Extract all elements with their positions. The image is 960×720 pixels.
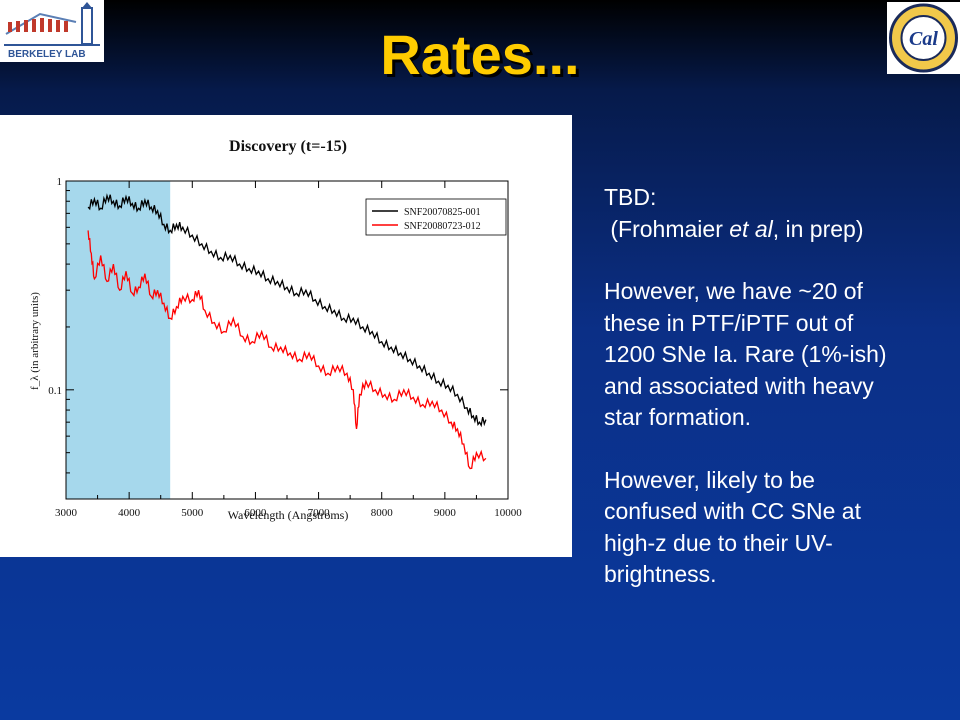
para1-line: these in PTF/iPTF out of — [604, 309, 854, 336]
berkeley-lab-logo: BERKELEY LAB — [0, 0, 104, 62]
para2-line: brightness. — [604, 561, 717, 587]
uc-berkeley-seal: Cal — [887, 2, 960, 74]
slide-body-text: TBD: (Frohmaier et al, in prep) However,… — [604, 182, 944, 591]
y-tick-label: 1 — [57, 176, 63, 188]
spectrum-chart: Discovery (t=-15) Wavelength (Angstroms)… — [29, 138, 522, 522]
berkeley-lab-wordmark: BERKELEY LAB — [8, 49, 86, 60]
paragraph-gap — [604, 245, 944, 276]
x-axis-label: Wavelength (Angstroms) — [228, 508, 349, 522]
series-line-2 — [87, 230, 487, 470]
series-line-1 — [87, 193, 487, 428]
x-tick-label: 4000 — [118, 507, 141, 519]
shaded-region — [66, 181, 171, 499]
y-axis-label: f_λ (in arbitrary units) — [29, 292, 41, 390]
para1-line: star formation. — [604, 404, 751, 430]
para1-line: and associated with heavy — [604, 372, 874, 399]
para1-line: 1200 SNe Ia. Rare (1%-ish) — [604, 341, 887, 367]
uc-berkeley-seal-graphic: Cal — [889, 3, 958, 73]
berkeley-lab-logo-graphic: BERKELEY LAB — [2, 2, 102, 60]
x-tick-label: 5000 — [181, 507, 204, 519]
para1-line: However, we have ~20 of — [604, 278, 863, 304]
legend-box — [365, 198, 507, 236]
legend-label: SNF20080723-012 — [404, 221, 481, 232]
reference-line: (Frohmaier et al, in prep) — [604, 214, 944, 246]
para2-line: confused with CC SNe at — [604, 498, 861, 524]
x-tick-label: 6000 — [244, 507, 267, 519]
slide-title: Rates... — [380, 23, 580, 86]
para2-line: However, likely to be — [604, 466, 815, 493]
chart-title: Discovery (t=-15) — [229, 138, 347, 155]
tbd-heading: TBD: — [604, 184, 657, 210]
legend-label: SNF20070825-001 — [404, 207, 481, 218]
para2-line: high-z due to their UV- — [604, 529, 833, 556]
reference-suffix: , in prep) — [772, 215, 864, 242]
x-tick-label: 10000 — [494, 507, 522, 519]
paragraph-gap — [604, 434, 944, 465]
y-tick-label: 0.1 — [48, 385, 62, 397]
x-tick-label: 9000 — [434, 507, 457, 519]
x-tick-label: 8000 — [371, 507, 394, 519]
x-tick-label: 3000 — [55, 507, 78, 519]
x-tick-label: 7000 — [308, 507, 331, 519]
cal-script-text: Cal — [909, 28, 938, 50]
spectrum-figure: Discovery (t=-15) Wavelength (Angstroms)… — [0, 115, 572, 557]
reference-et-al: et al — [729, 215, 773, 242]
reference-prefix: (Frohmaier — [604, 215, 730, 242]
